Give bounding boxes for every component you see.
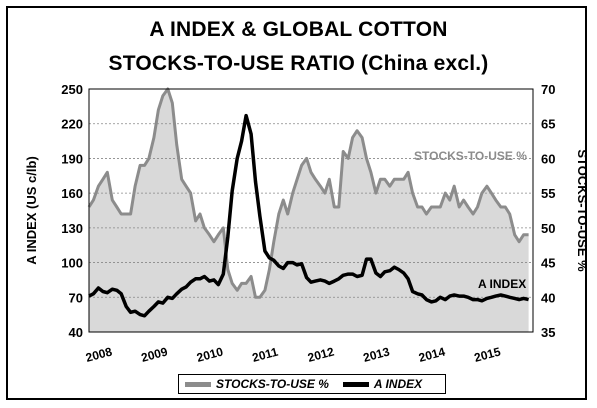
y-tick-label-left: 250	[61, 82, 83, 97]
chart-title-line2: STOCKS-TO-USE RATIO (China excl.)	[108, 52, 489, 75]
y-tick-label-left: 40	[69, 325, 83, 340]
x-tick-label: 2008	[84, 344, 114, 365]
y-tick-label-right: 35	[541, 325, 555, 340]
series-line-stocks	[87, 87, 529, 299]
y-tick-label-right: 50	[541, 221, 555, 236]
y-tick-label-left: 100	[61, 256, 83, 271]
y-tick-label-right: 60	[541, 151, 555, 166]
x-tick-label: 2013	[362, 344, 392, 365]
legend-item-stocks: STOCKS-TO-USE %	[185, 377, 329, 391]
chart-title-line1: A INDEX & GLOBAL COTTON	[149, 18, 448, 41]
y-tick-label-right: 55	[541, 186, 555, 201]
y-tick-label-left: 70	[69, 290, 83, 305]
x-tick-label: 2014	[417, 344, 447, 365]
y-tick-label-left: 190	[61, 151, 83, 166]
series-line-a-index	[88, 113, 530, 318]
y-axis-label-left: A INDEX (US c/lb)	[24, 156, 39, 265]
plot-border	[88, 88, 534, 333]
y-axis-label-right: STOCKS-TO-USE %	[575, 149, 590, 272]
legend-label-stocks: STOCKS-TO-USE %	[216, 377, 329, 391]
y-tick-label-left: 220	[61, 117, 83, 132]
y-tick-label-left: 160	[61, 186, 83, 201]
x-tick-label: 2015	[473, 344, 503, 365]
x-tick-label: 2009	[140, 344, 170, 365]
legend-swatch-stocks	[185, 381, 211, 387]
y-tick-label-right: 45	[541, 256, 555, 271]
annotation-stocks-to-use: STOCKS-TO-USE %	[414, 149, 527, 163]
legend-swatch-aindex	[342, 381, 369, 387]
y-tick-label-right: 70	[541, 82, 555, 97]
y-tick-label-right: 65	[541, 117, 555, 132]
x-tick-label: 2012	[306, 344, 336, 365]
legend-item-aindex: A INDEX	[342, 377, 423, 391]
y-tick-label-left: 130	[61, 221, 83, 236]
y-tick-label-right: 40	[541, 290, 555, 305]
annotation-a-index: A INDEX	[478, 277, 526, 291]
x-tick-label: 2011	[251, 345, 280, 365]
chart-legend: STOCKS-TO-USE % A INDEX	[178, 374, 446, 394]
x-tick-label: 2010	[195, 344, 225, 365]
stocks-area-fill	[89, 89, 529, 332]
legend-label-aindex: A INDEX	[373, 377, 423, 391]
